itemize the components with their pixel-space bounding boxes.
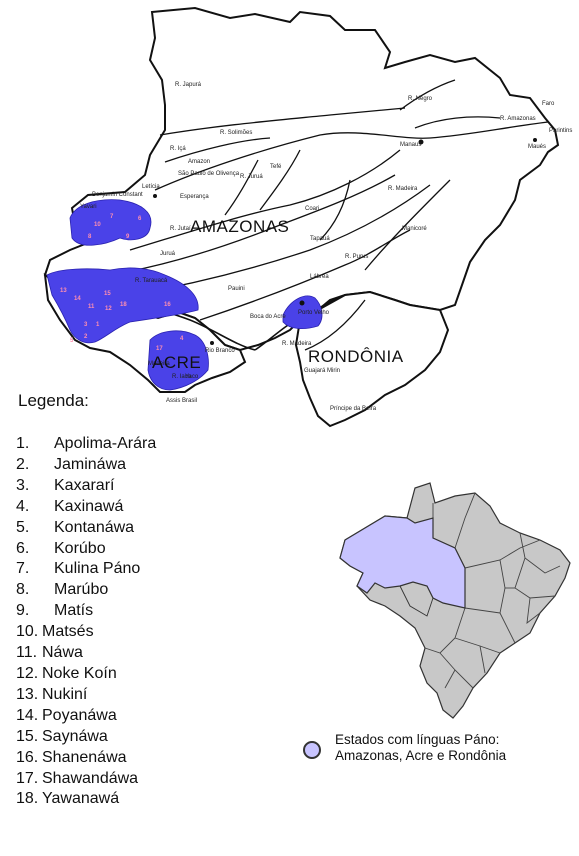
place-label: R. Amazonas: [500, 116, 536, 122]
region-number: 14: [74, 296, 81, 302]
region-acre-south: [147, 330, 209, 391]
place-label: Lábrea: [310, 274, 329, 280]
region-number: 13: [60, 288, 67, 294]
place-label: Yavari: [80, 204, 97, 210]
place-label: R. Iaco: [172, 374, 192, 380]
region-number: 4: [180, 336, 184, 342]
place-label: R. Solimões: [220, 130, 252, 136]
legend-item: 11. Náwa: [16, 644, 83, 662]
region-number: 9: [126, 234, 130, 240]
legend-item: 15. Saynáwa: [16, 727, 108, 745]
legend-item: 5. Kontanáwa: [16, 518, 135, 536]
acre-label: ACRE: [152, 353, 201, 372]
legend-item: 7. Kulina Páno: [16, 560, 141, 578]
legend-item: 1. Apolima-Arára: [16, 435, 157, 452]
place-label: Faro: [542, 101, 555, 107]
place-label: R. Juruá: [240, 174, 263, 180]
place-label: Príncipe da Beira: [330, 406, 377, 412]
place-label: Guajará Mirin: [304, 368, 340, 374]
key-line-2: Amazonas, Acre e Rondônia: [335, 748, 507, 763]
region-matses: [69, 199, 152, 246]
regional-map: 10 7 6 8 9 13 14 15 11 12 18 16 3 1 2 5 …: [43, 6, 572, 428]
place-labels: R. Japurá R. Solimões R. Içá Amazon São …: [80, 82, 572, 412]
legend-item: 8. Marúbo: [16, 581, 109, 599]
place-label: Pauini: [228, 286, 245, 292]
state-borders: [424, 492, 561, 689]
place-label: Benjamin Constant: [92, 192, 143, 198]
place-label: R. Madeira: [388, 186, 418, 192]
place-label: Maués: [528, 144, 546, 150]
place-label: Rio Branco: [205, 348, 235, 354]
region-number: 18: [120, 302, 127, 308]
place-label: R. Madeira: [282, 341, 312, 347]
region-number: 12: [105, 306, 112, 312]
place-label: Manicoré: [402, 226, 427, 232]
place-label: São Paulo de Olivença: [178, 171, 240, 177]
region-number: 8: [88, 234, 92, 240]
region-number: 7: [110, 214, 114, 220]
legend-item: 17. Shawandáwa: [16, 769, 139, 787]
brazil-inset-map: [339, 482, 571, 719]
legend-title: Legenda:: [18, 391, 89, 410]
region-number: 10: [94, 222, 101, 228]
region-number: 11: [88, 304, 95, 310]
place-label: Assis Brasil: [166, 398, 197, 404]
place-label: R. Jutaí: [170, 226, 191, 232]
key-line-1: Estados com línguas Páno:: [335, 732, 500, 747]
legend-item: 3. Kaxararí: [16, 476, 115, 494]
place-label: Tapauá: [310, 236, 330, 242]
place-label: Madeira: [148, 361, 170, 367]
place-label: Letícia: [142, 184, 160, 190]
place-label: R. Japurá: [175, 82, 202, 88]
place-label: R. Tarauacá: [135, 278, 168, 284]
legend-item: 4. Kaxinawá: [16, 497, 124, 515]
region-west-acre: [46, 267, 199, 344]
legend-item: 10. Matsés: [16, 623, 94, 641]
region-number: 16: [164, 302, 171, 308]
legend-item: 18. Yawanawá: [16, 790, 120, 808]
region-number: 1: [96, 322, 100, 328]
place-label: Amazon: [188, 159, 210, 165]
key-swatch-icon: [303, 741, 321, 759]
region-number: 15: [104, 291, 111, 297]
region-number: 5: [70, 338, 74, 344]
place-label: Coari: [305, 206, 319, 212]
legend-item: 6. Korúbo: [16, 539, 106, 557]
map-key: Estados com línguas Páno: Amazonas, Acre…: [303, 732, 573, 772]
city-markers: [153, 138, 537, 345]
place-label: Porto Velho: [298, 310, 330, 316]
region-number: 6: [138, 216, 142, 222]
region-number: 2: [84, 334, 88, 340]
pano-regions: [46, 199, 323, 391]
legend-item: 9. Matís: [16, 602, 94, 620]
legend-item: 13. Nukiní: [16, 685, 88, 703]
region-rondonia-kaxarari: [282, 295, 323, 330]
legend-item: 12. Noke Koín: [16, 664, 117, 682]
place-label: Esperança: [180, 194, 209, 200]
legend-item: 16. Shanenáwa: [16, 748, 127, 766]
place-label: R. Negro: [408, 96, 433, 102]
place-label: Juruá: [160, 251, 176, 257]
region-number-labels: 10 7 6 8 9 13 14 15 11 12 18 16 3 1 2 5 …: [60, 214, 184, 352]
region-number: 17: [156, 346, 163, 352]
region-number: 3: [84, 322, 88, 328]
legend-item: 2. Jamináwa: [16, 455, 127, 473]
rivers: [109, 79, 549, 351]
rondonia-state-outline: [294, 290, 450, 428]
place-label: Manaus: [400, 142, 421, 148]
place-label: R. Içá: [170, 146, 186, 152]
amazonas-label: AMAZONAS: [190, 217, 289, 236]
place-label: Yaco: [185, 374, 199, 380]
place-label: R. Purus: [345, 254, 368, 260]
place-label: Tefé: [270, 164, 282, 170]
place-label: Parintins: [549, 128, 572, 134]
legend-list: 1. Apolima-Arára 2. Jamináwa 3. Kaxararí 4.…: [16, 434, 156, 810]
rondonia-label: RONDÔNIA: [308, 347, 404, 366]
legend-item: 14. Poyanáwa: [16, 706, 117, 724]
place-label: Boca do Acre: [250, 314, 286, 320]
